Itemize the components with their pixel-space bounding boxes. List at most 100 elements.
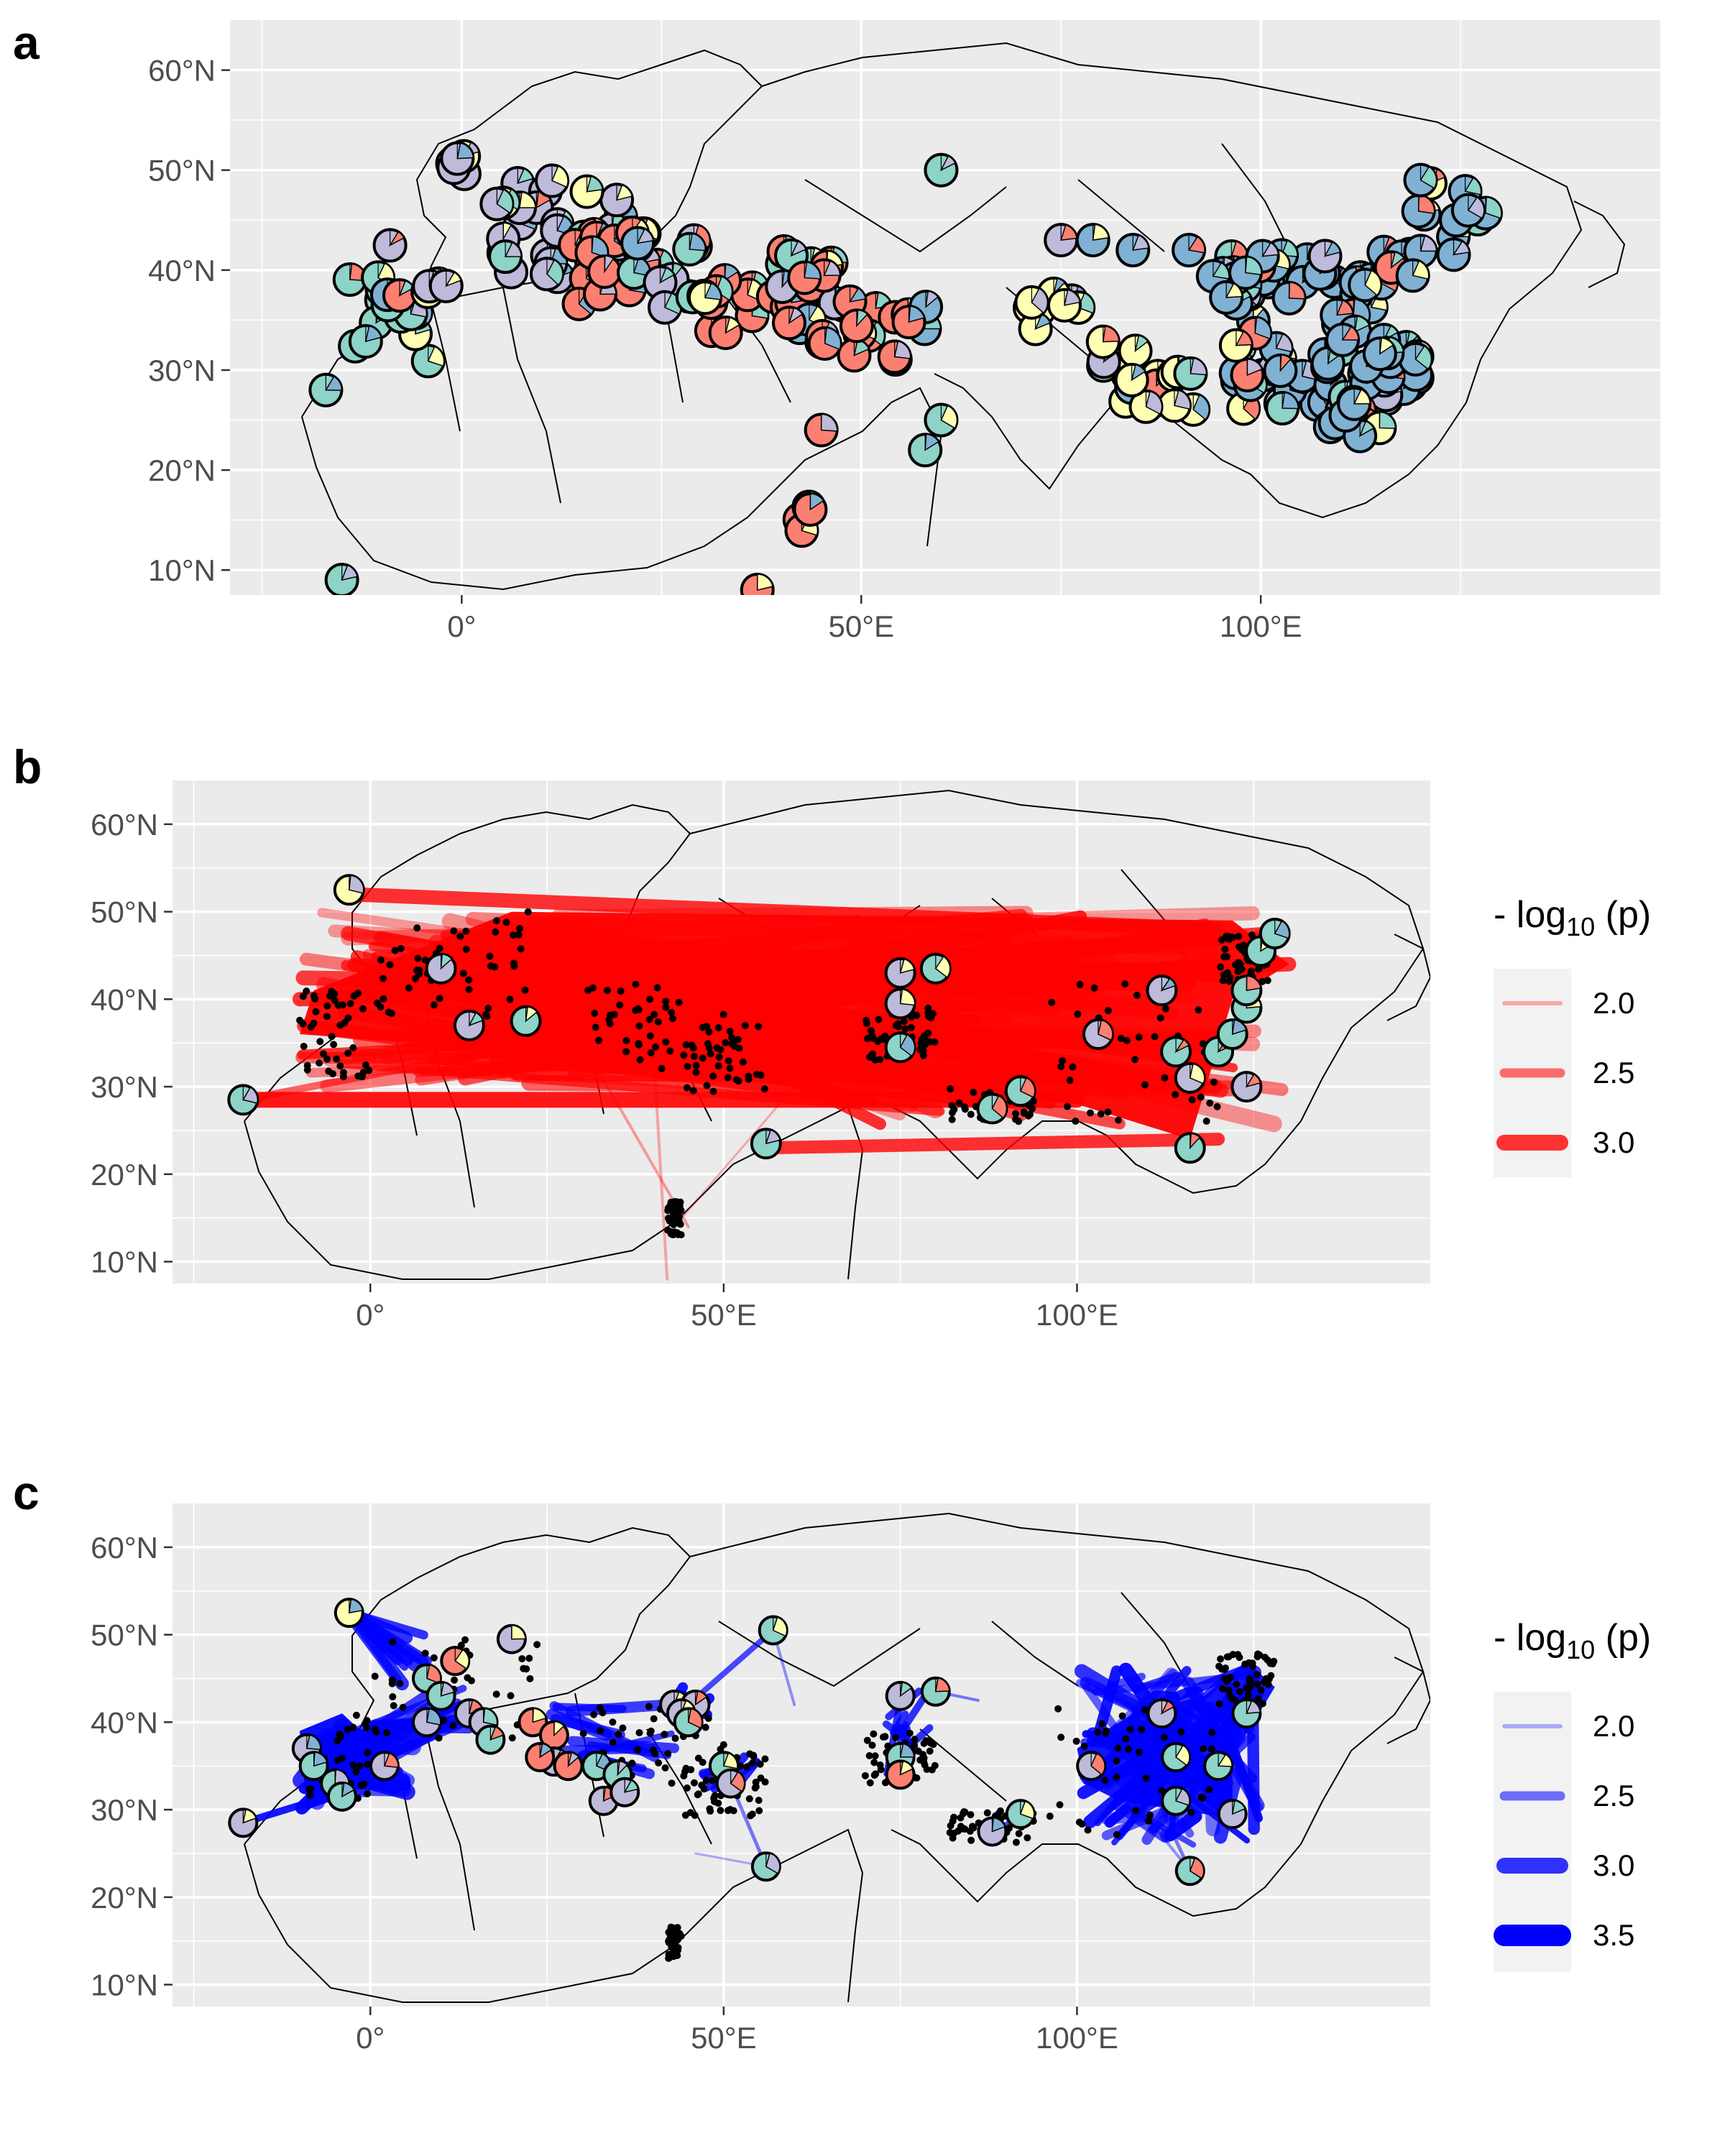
sample-point: [872, 1770, 880, 1778]
sample-point: [950, 1105, 958, 1113]
pie-marker: [885, 1759, 916, 1790]
sample-point: [1219, 977, 1227, 985]
pie-marker: [334, 1598, 364, 1628]
x-tick-label: 100°E: [1036, 1298, 1118, 1332]
sample-point: [665, 1928, 673, 1936]
sample-point: [907, 1023, 915, 1031]
sample-point: [1217, 1655, 1225, 1663]
pie-marker: [1209, 280, 1244, 315]
sample-point: [397, 944, 405, 952]
sample-point: [699, 1759, 707, 1766]
sample-point: [462, 945, 470, 953]
sample-point: [632, 1006, 640, 1014]
sample-point: [757, 1774, 765, 1782]
sample-point: [363, 1724, 371, 1732]
pie-marker: [1174, 1132, 1206, 1164]
pie-marker: [708, 315, 743, 351]
sample-point: [1115, 1116, 1123, 1124]
sample-point: [299, 1020, 307, 1028]
sample-point: [1172, 1091, 1179, 1099]
sample-point: [866, 1779, 874, 1787]
pie-marker: [369, 1751, 400, 1782]
sample-point: [396, 1680, 404, 1687]
sample-point: [339, 1001, 346, 1009]
sample-point: [609, 1738, 617, 1746]
sample-point: [492, 928, 500, 936]
pie-marker: [1172, 233, 1207, 267]
sample-point: [1215, 1662, 1223, 1670]
sample-point: [461, 1636, 469, 1644]
y-tick-label: 20°N: [91, 1158, 158, 1192]
sample-point: [1057, 1062, 1065, 1070]
sample-point: [386, 961, 394, 969]
sample-point: [1024, 1834, 1031, 1842]
pie-marker: [382, 278, 418, 313]
sample-point: [451, 1676, 459, 1684]
sample-point: [1217, 963, 1225, 971]
pie-marker: [920, 1676, 951, 1707]
sample-point: [717, 1807, 724, 1815]
pie-marker: [620, 226, 656, 261]
sample-point: [508, 1734, 516, 1742]
sample-point: [413, 924, 421, 932]
sample-point: [1177, 1728, 1185, 1736]
sample-point: [670, 1230, 678, 1238]
sample-point: [877, 1035, 885, 1043]
sample-point: [1210, 1078, 1218, 1086]
sample-point: [662, 1003, 670, 1011]
sample-point: [1197, 1793, 1205, 1801]
pie-marker: [673, 1707, 704, 1738]
sample-point: [967, 1836, 975, 1844]
sample-point: [692, 1061, 700, 1069]
sample-point: [1135, 1033, 1143, 1041]
sample-point: [668, 1015, 676, 1023]
sample-point: [1215, 1700, 1223, 1708]
pie-marker: [1174, 1061, 1206, 1094]
sample-point: [967, 1811, 975, 1819]
sample-point: [311, 995, 319, 1003]
sample-point: [870, 1759, 878, 1766]
coastline-africa-arabia: [301, 387, 943, 591]
pie-marker: [884, 1031, 916, 1064]
pie-marker: [1362, 336, 1397, 372]
sample-point: [605, 1015, 613, 1023]
sample-point: [1208, 1745, 1215, 1753]
sample-point: [303, 987, 310, 995]
sample-point: [1048, 998, 1056, 1006]
sample-point: [646, 1032, 654, 1040]
sample-point: [492, 1690, 500, 1698]
sample-point: [673, 1198, 681, 1206]
sample-point: [1101, 1777, 1109, 1784]
sample-point: [983, 1809, 991, 1817]
sample-point: [506, 995, 514, 1003]
sample-point: [456, 932, 464, 940]
pie-marker: [1263, 353, 1298, 388]
pie-marker: [326, 1781, 357, 1812]
sample-point: [1064, 1102, 1072, 1110]
sample-point: [344, 1014, 352, 1022]
sample-point: [619, 1724, 627, 1732]
sample-point: [1219, 1685, 1227, 1692]
sample-point: [724, 1074, 732, 1082]
sample-point: [636, 1056, 644, 1064]
sample-point: [894, 1023, 902, 1031]
pie-marker: [425, 952, 457, 985]
sample-point: [1195, 1006, 1202, 1014]
sample-point: [714, 1062, 722, 1070]
sample-point: [1072, 1737, 1080, 1745]
y-tick-label: 10°N: [91, 1968, 158, 2002]
x-tick-label: 100°E: [1036, 2021, 1118, 2055]
y-tick-label: 60°N: [91, 808, 158, 842]
sample-point: [330, 1041, 338, 1049]
pie-marker: [807, 326, 842, 361]
sample-point: [747, 1812, 755, 1820]
sample-point: [589, 984, 597, 992]
pie-marker: [976, 1092, 1008, 1125]
sample-point: [664, 1749, 672, 1757]
panel-b-pies: [227, 874, 1291, 1164]
sample-point: [869, 1050, 877, 1058]
sample-point: [661, 1731, 668, 1738]
pie-marker: [308, 372, 344, 407]
sample-point: [1024, 1112, 1032, 1120]
sample-point: [683, 1784, 691, 1792]
